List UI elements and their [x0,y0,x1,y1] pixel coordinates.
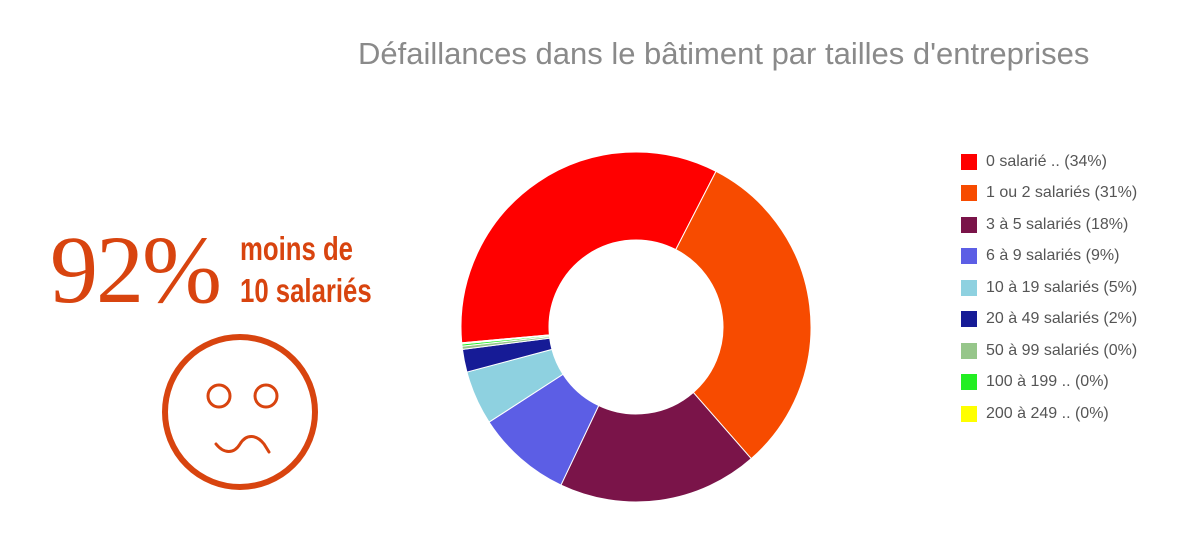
legend-label: 0 salarié .. (34%) [986,152,1107,170]
legend-label: 6 à 9 salariés (9%) [986,247,1120,265]
legend-swatch [961,279,977,296]
big-percent: 92% [50,216,222,323]
legend-swatch [961,185,977,202]
donut-slice-1[interactable] [460,151,717,344]
caption-line-1: moins de [240,230,353,267]
sad-face-icon [162,334,318,490]
legend-swatch [961,342,977,359]
legend-label: 50 à 99 salariés (0%) [986,341,1138,359]
caption: moins de 10 salariés [240,228,372,312]
legend-item-6[interactable]: 20 à 49 salariés (2%) [961,304,1137,336]
legend-swatch [961,374,977,391]
legend-item-2[interactable]: 1 ou 2 salariés (31%) [961,178,1137,210]
legend-label: 1 ou 2 salariés (31%) [986,184,1138,202]
legend-item-8[interactable]: 100 à 199 .. (0%) [961,367,1137,399]
legend-item-1[interactable]: 0 salarié .. (34%) [961,146,1137,178]
legend-swatch [961,248,977,265]
legend-item-3[interactable]: 3 à 5 salariés (18%) [961,209,1137,241]
legend-item-4[interactable]: 6 à 9 salariés (9%) [961,241,1137,273]
caption-line-2: 10 salariés [240,272,372,309]
legend-item-7[interactable]: 50 à 99 salariés (0%) [961,335,1137,367]
legend-swatch [961,153,977,170]
donut-slice-9[interactable] [461,334,550,345]
donut-chart [460,151,812,503]
legend-swatch [961,311,977,328]
legend-label: 3 à 5 salariés (18%) [986,215,1129,233]
legend-label: 10 à 19 salariés (5%) [986,278,1138,296]
donut-slice-2[interactable] [675,170,812,460]
legend-swatch [961,405,977,422]
legend-label: 20 à 49 salariés (2%) [986,310,1138,328]
chart-title: Défaillances dans le bâtiment par taille… [358,36,1090,71]
legend: 0 salarié .. (34%) 1 ou 2 salariés (31%) 3… [961,146,1137,430]
legend-swatch [961,216,977,233]
legend-item-5[interactable]: 10 à 19 salariés (5%) [961,272,1137,304]
legend-item-9[interactable]: 200 à 249 .. (0%) [961,398,1137,430]
legend-label: 200 à 249 .. (0%) [986,404,1109,422]
donut-slice-3[interactable] [560,391,752,503]
legend-label: 100 à 199 .. (0%) [986,373,1109,391]
